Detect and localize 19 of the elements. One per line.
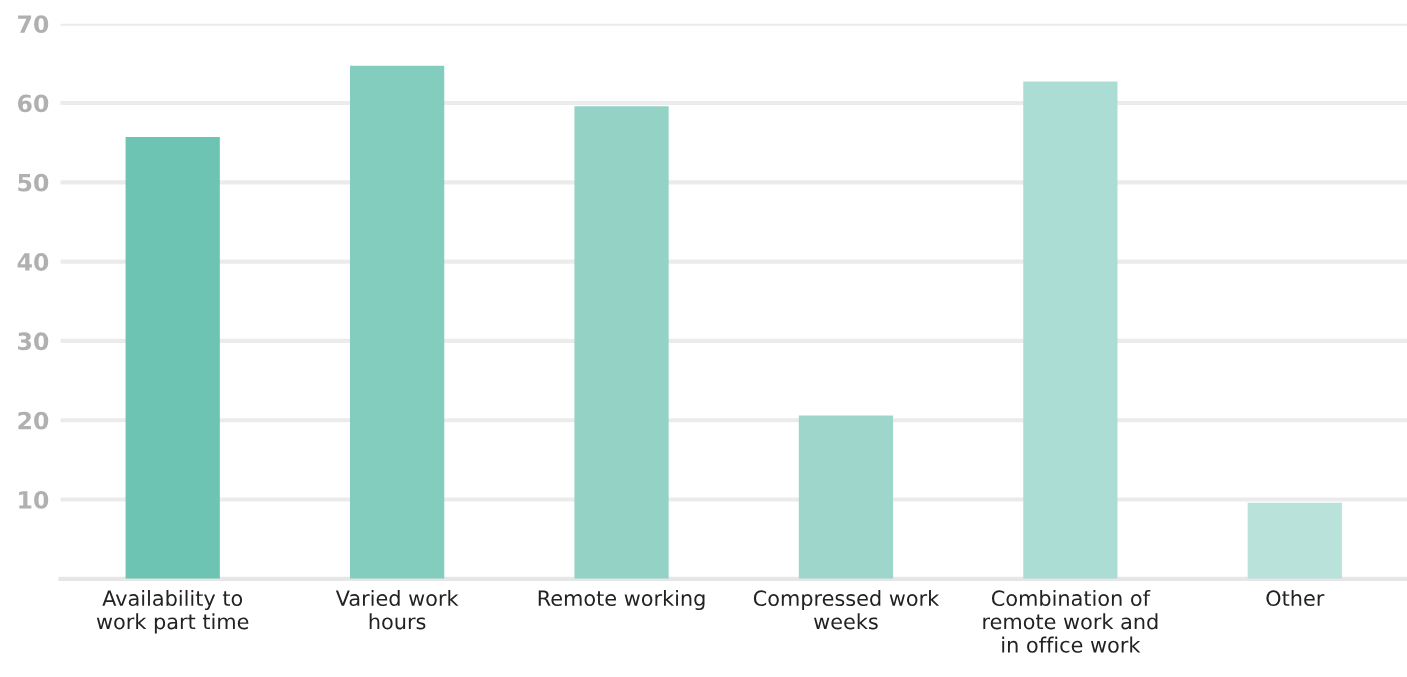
y-tick-label: 70 (18, 15, 49, 33)
bar (125, 137, 220, 579)
y-tick-label: 60 (18, 94, 49, 113)
bar (1023, 81, 1118, 579)
bar (574, 106, 669, 579)
y-tick-label: 40 (17, 253, 49, 271)
y-tick-label: 30 (18, 332, 49, 351)
bar (798, 415, 894, 579)
y-tick-label: 20 (18, 411, 49, 430)
x-tick-label: Varied work hours (335, 589, 459, 630)
y-tick-label: 10 (19, 490, 49, 509)
bar (350, 65, 445, 579)
x-tick-label: Other (1266, 589, 1325, 607)
x-tick-label: Compressed work weeks (753, 589, 940, 630)
x-tick-label: Remote working (538, 589, 705, 611)
y-tick-label: 50 (18, 173, 49, 192)
x-tick-label: Combination of remote work and in office work (983, 589, 1158, 653)
x-tick-label: Availability to work part time (96, 589, 249, 634)
bar (1247, 502, 1342, 579)
